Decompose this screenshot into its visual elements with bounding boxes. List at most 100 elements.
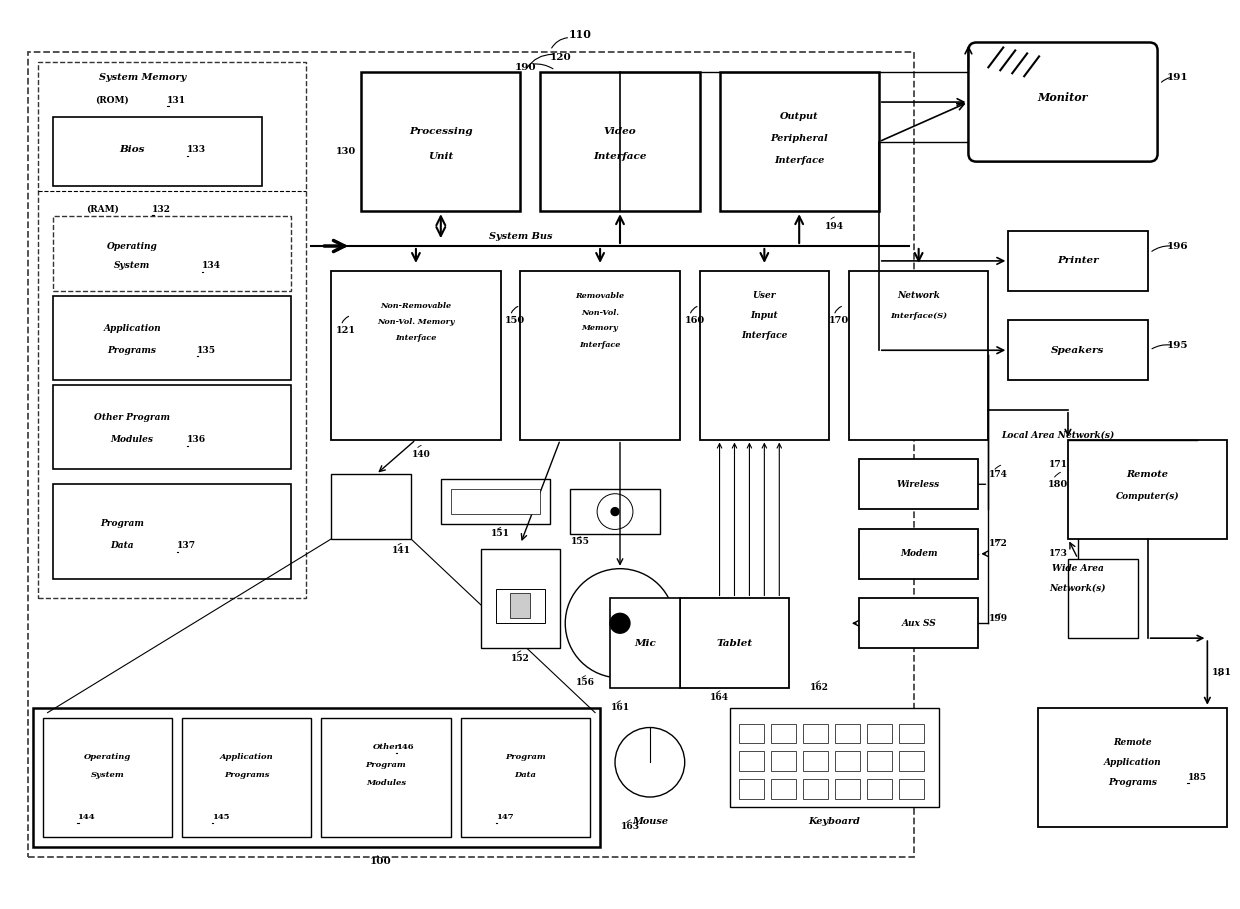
Text: 132: 132	[153, 205, 171, 214]
Text: 162: 162	[810, 684, 828, 693]
Bar	[481, 549, 560, 648]
Text: Memory: Memory	[582, 325, 619, 333]
Text: 194: 194	[825, 222, 843, 231]
Text: Interface: Interface	[579, 341, 621, 349]
Text: 144: 144	[77, 813, 95, 821]
Text: Removable: Removable	[575, 292, 625, 300]
Text: System Memory: System Memory	[98, 73, 186, 82]
Text: 160: 160	[684, 316, 704, 325]
Bar	[859, 529, 978, 579]
Text: Computer(s): Computer(s)	[1116, 492, 1179, 501]
Bar	[899, 724, 924, 744]
Text: Mic: Mic	[634, 639, 656, 647]
Text: 145: 145	[212, 813, 229, 821]
Bar	[859, 459, 978, 509]
Bar	[37, 63, 306, 598]
Text: Interface: Interface	[396, 335, 436, 343]
Text: 132: 132	[153, 205, 171, 214]
Bar	[361, 73, 521, 211]
Bar	[52, 385, 291, 469]
Bar	[570, 489, 660, 534]
Text: Other Program: Other Program	[94, 414, 170, 423]
Text: Wide Area: Wide Area	[1052, 564, 1104, 574]
FancyBboxPatch shape	[968, 43, 1158, 162]
Bar	[739, 779, 764, 799]
Text: 173: 173	[1049, 549, 1068, 558]
Bar	[835, 779, 859, 799]
Text: Program: Program	[366, 761, 407, 769]
Text: 137: 137	[177, 542, 196, 550]
Text: Interface(S): Interface(S)	[890, 312, 947, 319]
Text: 185: 185	[1188, 773, 1207, 782]
Text: 135: 135	[197, 345, 216, 355]
Bar	[461, 717, 590, 836]
Text: 181: 181	[1213, 668, 1233, 677]
Text: Modules: Modules	[366, 779, 407, 787]
Text: 155: 155	[570, 537, 589, 546]
Text: Modem: Modem	[900, 549, 937, 558]
Text: 100: 100	[371, 857, 392, 866]
Bar	[699, 271, 830, 440]
Bar	[1068, 559, 1137, 638]
Bar	[541, 73, 699, 211]
Bar	[804, 779, 828, 799]
Bar	[729, 708, 939, 807]
Text: Printer: Printer	[1058, 256, 1099, 265]
Text: 163: 163	[620, 823, 640, 832]
Text: 146: 146	[396, 744, 414, 752]
Circle shape	[611, 507, 619, 515]
Text: 191: 191	[1167, 73, 1188, 82]
Text: Keyboard: Keyboard	[808, 817, 861, 826]
Text: Remote: Remote	[1127, 470, 1168, 479]
Bar	[52, 295, 291, 380]
Bar	[1008, 231, 1148, 291]
Text: Input: Input	[750, 311, 779, 320]
Text: 170: 170	[828, 316, 849, 325]
Text: Processing: Processing	[409, 127, 472, 136]
Text: 141: 141	[392, 546, 410, 555]
Bar	[719, 73, 879, 211]
Bar	[321, 717, 451, 836]
Text: 172: 172	[988, 539, 1008, 548]
Bar	[1008, 321, 1148, 380]
Text: 136: 136	[187, 435, 206, 445]
Text: 110: 110	[569, 29, 591, 40]
Text: System: System	[91, 771, 124, 779]
Text: Interface: Interface	[774, 156, 825, 165]
Text: 133: 133	[187, 145, 206, 155]
Text: Application: Application	[219, 754, 274, 762]
Text: 136: 136	[187, 435, 206, 445]
Text: Operating: Operating	[107, 242, 157, 251]
Text: Aux SS: Aux SS	[901, 619, 936, 628]
Bar	[440, 479, 551, 524]
Bar	[739, 724, 764, 744]
Bar	[849, 271, 988, 440]
Text: Speakers: Speakers	[1052, 345, 1105, 355]
Bar	[1068, 440, 1228, 539]
Text: 137: 137	[177, 542, 196, 550]
Text: User: User	[753, 291, 776, 300]
Bar	[859, 598, 978, 648]
Bar	[52, 117, 262, 186]
Bar	[42, 717, 172, 836]
Bar	[331, 271, 501, 440]
Text: Network(s): Network(s)	[1050, 584, 1106, 593]
Text: Bios: Bios	[119, 145, 145, 155]
Text: Output: Output	[780, 113, 818, 122]
Text: 134: 134	[202, 262, 221, 270]
Text: Non-Vol.: Non-Vol.	[582, 308, 619, 316]
Text: Operating: Operating	[83, 754, 131, 762]
Text: (RAM): (RAM)	[86, 205, 119, 214]
Text: System Bus: System Bus	[489, 232, 552, 241]
Text: 190: 190	[515, 63, 536, 72]
Bar	[899, 752, 924, 771]
Text: Mouse: Mouse	[632, 817, 668, 826]
Bar	[867, 752, 892, 771]
Text: 135: 135	[197, 345, 216, 355]
Text: Unit: Unit	[428, 152, 454, 161]
Text: 120: 120	[549, 53, 572, 62]
Bar	[52, 216, 291, 291]
Text: Tablet: Tablet	[717, 639, 753, 647]
Text: Wireless: Wireless	[897, 480, 940, 489]
Bar	[899, 779, 924, 799]
